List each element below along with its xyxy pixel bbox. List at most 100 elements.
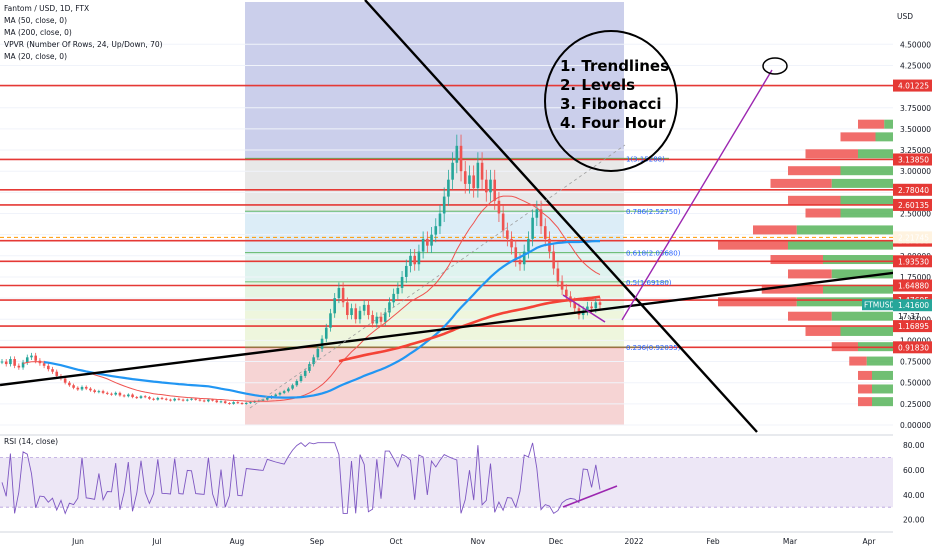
price-tick-label: 3.00000 [900,167,931,176]
candle-body [447,179,450,197]
note-line: 4. Four Hour [560,114,666,132]
rsi-divergence-line[interactable] [562,485,618,508]
level-tag [893,341,932,354]
axis-background [893,0,932,550]
ticker-text[interactable]: FTMUSD [864,301,895,310]
candle-body [148,397,151,399]
candle-body [333,298,336,314]
rsi-tick-label: 80.00 [903,441,925,450]
candle-body [105,392,109,394]
candle-body [383,312,387,322]
candle-body [164,398,168,400]
price-axis[interactable]: USD4.500004.250003.750003.500003.250003.… [862,0,932,550]
fib-zone [245,2,624,159]
rsi-legend[interactable]: RSI (14, close) [4,437,59,446]
resistance-trendline[interactable] [364,0,758,433]
candle-body [451,162,454,180]
time-tick-label: 2022 [624,537,643,546]
candles[interactable] [0,134,602,405]
candle-body [527,238,530,252]
candle-body [413,255,417,265]
vpvr-bar-up [875,132,893,142]
candle-body [303,370,307,376]
candle-body [194,398,198,400]
fib-zone [245,310,624,348]
price-tick-label: 1.75000 [900,273,931,282]
candle-body [371,315,374,324]
candle-body [266,397,269,400]
vpvr-bar-down [718,240,788,250]
level-text: 4.01225 [898,82,929,91]
vpvr-bar-down [858,397,872,407]
time-tick-label: Jul [151,537,161,546]
time-axis[interactable]: Jun Jul Aug Sep Oct Nov Dec 2022 Feb Mar Apr [0,531,893,546]
candle-body [228,403,231,405]
candle-body [480,162,484,180]
candle-body [274,394,278,397]
fib-label: 0.5(1.69180) [626,279,672,287]
candle-body [207,399,210,402]
candle-body [236,402,240,404]
candle-body [76,387,80,390]
candle-body [346,302,349,316]
vpvr-legend[interactable]: VPVR (Number Of Rows, 24, Up/Down, 70) [4,40,163,49]
indicator-legend: Fantom / USD, 1D, FTX MA (50, close, 0) … [4,3,163,63]
vpvr-bar-down [858,370,872,380]
candle-body [101,391,105,393]
ma200-legend[interactable]: MA (200, close, 0) [4,28,72,37]
ticker-tag [862,299,893,311]
vpvr-bar-down [718,297,797,307]
support-trendline[interactable] [0,266,932,387]
candle-body [514,247,518,261]
trendlines[interactable] [0,0,932,433]
symbol-legend[interactable]: Fantom / USD, 1D, FTX [4,4,90,13]
candle-body [34,355,37,361]
candle-body [223,401,227,404]
candle-body [388,302,391,313]
level-tag [893,198,932,211]
candle-body [409,255,412,266]
ma50-legend[interactable]: MA (50, close, 0) [4,16,68,25]
candle-body [127,394,130,397]
vpvr-bar-up [858,149,893,159]
candle-body [375,316,379,324]
candle-body [152,398,155,400]
candle-body [573,302,577,309]
vpvr-bar-up [788,240,893,250]
currency-label: USD [897,12,913,21]
vpvr-bar-up [840,195,893,205]
candle-body [316,348,320,358]
candle-body [404,265,408,277]
candle-body [362,304,366,311]
candle-body [522,251,526,265]
price-tick-label: 2.50000 [900,210,931,219]
candle-body [442,196,446,214]
candle-body [173,398,176,401]
vpvr-bar-down [761,284,823,294]
level-text: 1.16895 [898,322,929,331]
level-tag [893,320,932,333]
candle-body [556,268,560,282]
projection-line[interactable] [621,69,773,321]
candle-body [160,397,164,399]
candle-body [459,145,463,172]
candle-body [4,361,8,365]
rsi-tick-label: 40.00 [903,491,925,500]
rsi-line [1,442,601,515]
candle-body [560,281,564,290]
candle-body [80,386,84,390]
candle-body [463,171,467,184]
candle-body [25,357,29,363]
candle-body [531,217,534,239]
candle-body [489,179,492,193]
vpvr-bar-down [858,119,885,129]
candle-body [510,238,513,248]
candle-body [190,398,193,400]
ma20-legend[interactable]: MA (20, close, 0) [4,52,68,61]
note-circle [544,30,678,172]
candle-body [122,395,126,397]
fib-diagonal [249,144,626,409]
candle-body [219,401,223,403]
divergence-line[interactable] [562,294,606,323]
